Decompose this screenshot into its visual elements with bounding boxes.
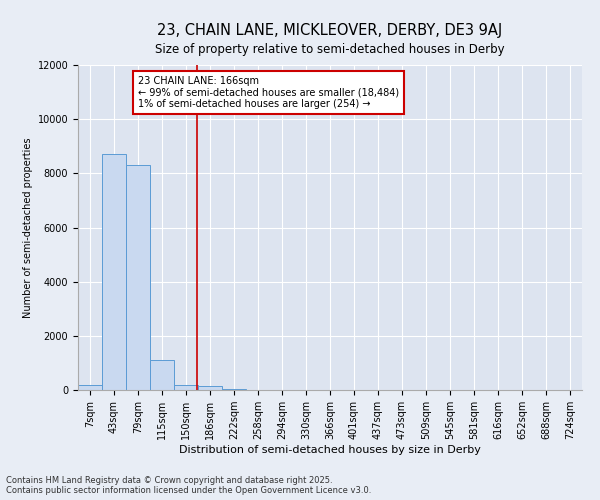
X-axis label: Distribution of semi-detached houses by size in Derby: Distribution of semi-detached houses by … — [179, 445, 481, 455]
Text: 23, CHAIN LANE, MICKLEOVER, DERBY, DE3 9AJ: 23, CHAIN LANE, MICKLEOVER, DERBY, DE3 9… — [157, 22, 503, 38]
Bar — [102, 154, 126, 390]
Bar — [198, 386, 222, 390]
Bar — [78, 384, 102, 390]
Bar — [222, 388, 246, 390]
Y-axis label: Number of semi-detached properties: Number of semi-detached properties — [23, 137, 34, 318]
Bar — [126, 165, 150, 390]
Text: Contains HM Land Registry data © Crown copyright and database right 2025.
Contai: Contains HM Land Registry data © Crown c… — [6, 476, 371, 495]
Text: Size of property relative to semi-detached houses in Derby: Size of property relative to semi-detach… — [155, 42, 505, 56]
Bar — [150, 360, 174, 390]
Text: 23 CHAIN LANE: 166sqm
← 99% of semi-detached houses are smaller (18,484)
1% of s: 23 CHAIN LANE: 166sqm ← 99% of semi-deta… — [138, 76, 399, 109]
Bar — [174, 384, 198, 390]
